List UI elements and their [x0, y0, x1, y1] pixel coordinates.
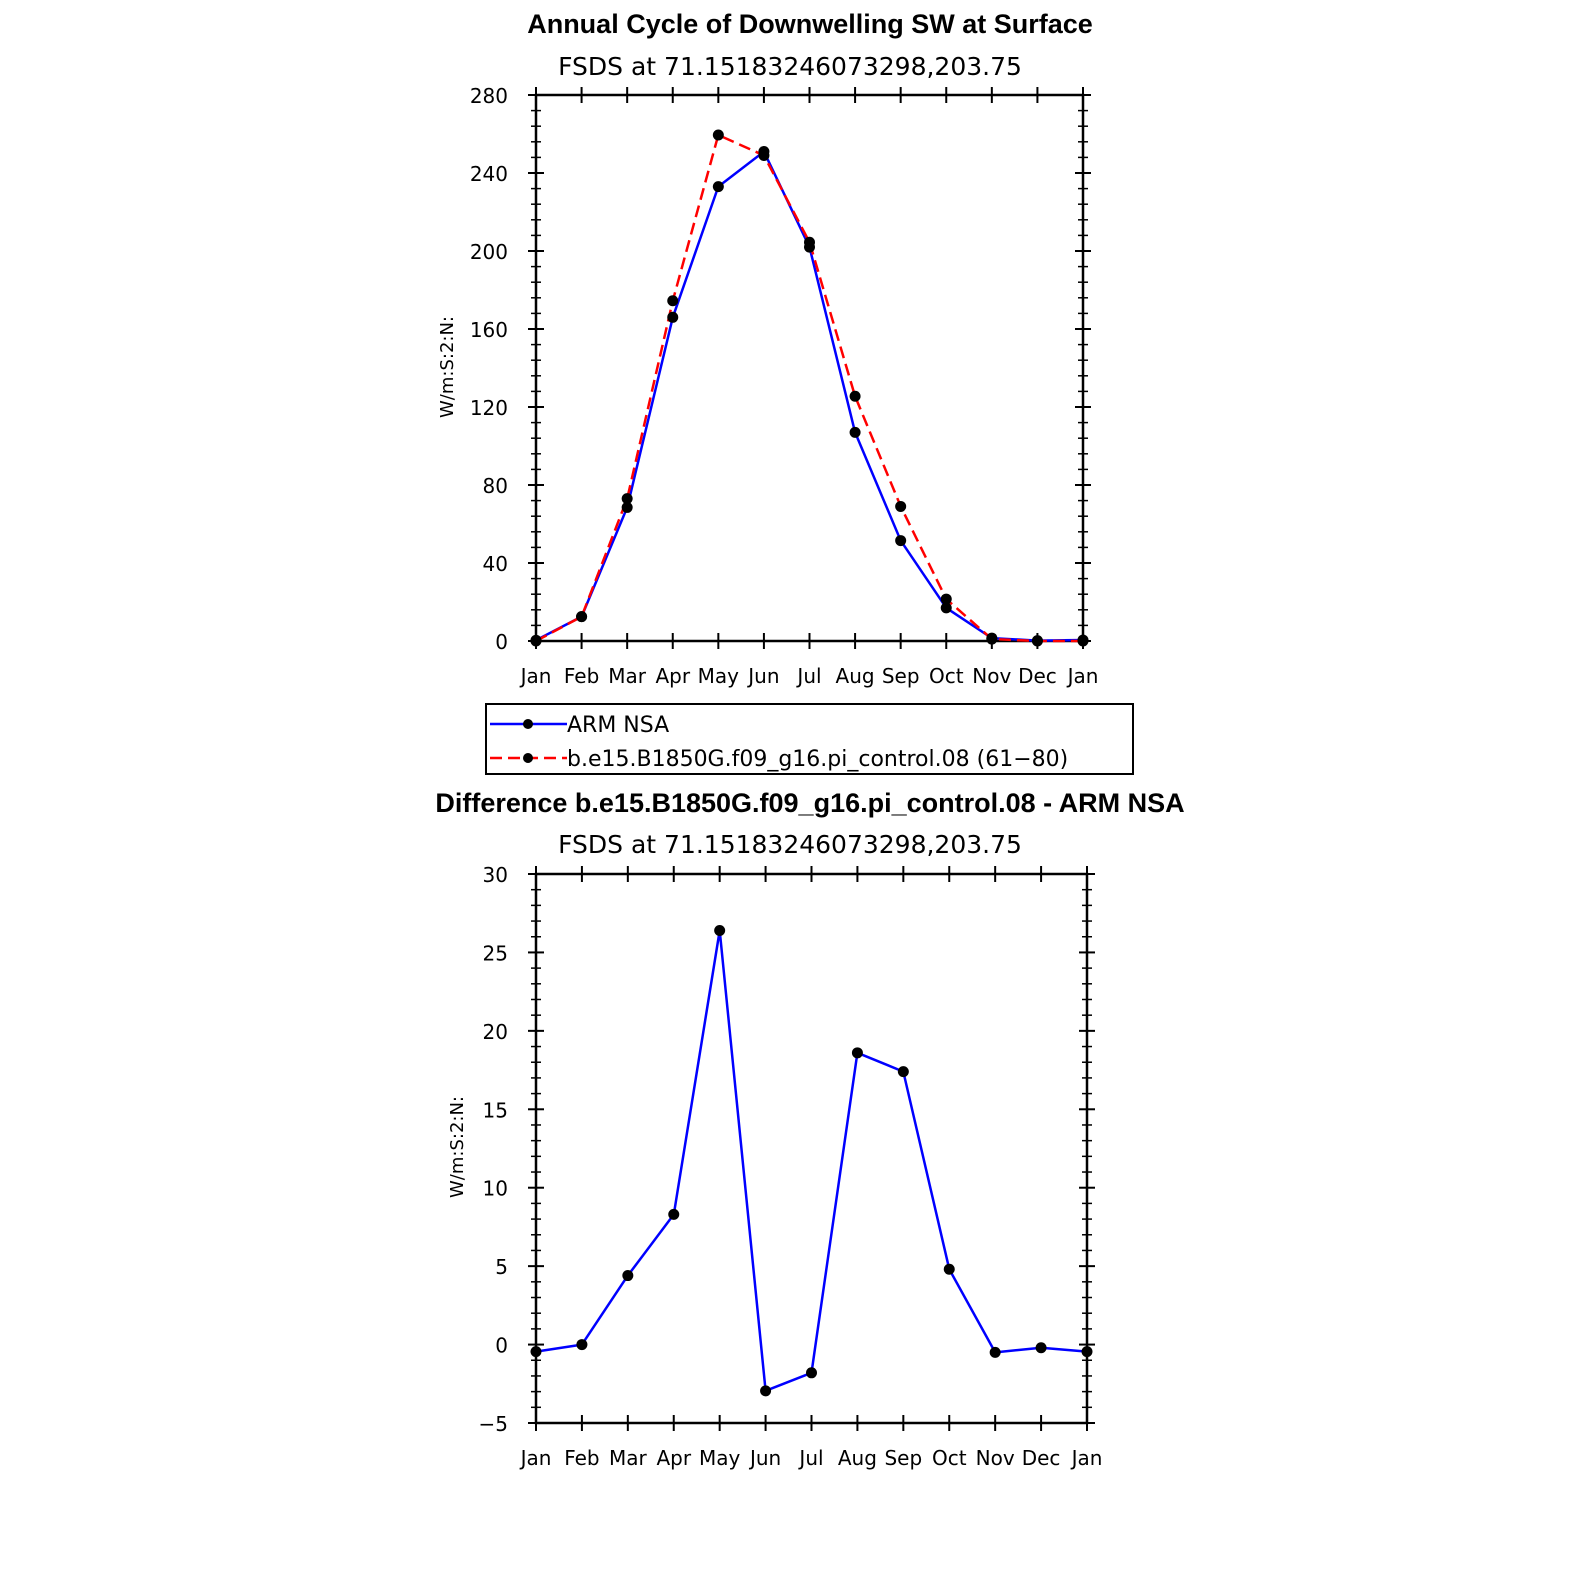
chart-2-x-tick-label: Oct — [932, 1446, 967, 1470]
chart-1-series-1-point — [576, 611, 588, 623]
chart-2-x-tick-label: Nov — [976, 1446, 1015, 1470]
chart-1-series-0-point — [712, 181, 724, 193]
chart-2-y-tick-label: −5 — [479, 1412, 508, 1436]
chart-1-series-1-point — [895, 500, 907, 512]
chart-2-series-0-point — [943, 1263, 955, 1275]
chart-1-series-1-point — [621, 493, 633, 505]
chart-1-y-tick-label: 120 — [470, 396, 508, 420]
chart-1-y-tick-label: 240 — [470, 162, 508, 186]
chart-2-y-axis-label: W/m:S:2:N: — [447, 1096, 468, 1198]
chart-1-y-tick-label: 0 — [495, 630, 508, 654]
chart-2-y-tick-label: 30 — [483, 863, 508, 887]
chart-2-series-0-point — [530, 1346, 542, 1358]
chart-2-plot: −5 0 5 10 15 20 25 30 Jan Feb Mar Apr May Jun Jul Aug Se… — [479, 863, 1103, 1470]
chart-2-x-tick-label: Jan — [519, 1446, 552, 1470]
chart-1-series-1-point — [1031, 635, 1043, 647]
chart-1-y-tick-label: 160 — [470, 318, 508, 342]
chart-2-title: Difference b.e15.B1850G.f09_g16.pi_contr… — [435, 788, 1184, 818]
chart-1-y-tick-label: 40 — [483, 552, 508, 576]
chart-1-series-1-point — [1077, 635, 1089, 647]
legend-label-model: b.e15.B1850G.f09_g16.pi_control.08 (61−8… — [567, 747, 1068, 772]
chart-1-y-axis-label: W/m:S:2:N: — [437, 316, 458, 418]
chart-2-frame — [534, 872, 1089, 1425]
chart-1-series-1-point — [940, 593, 952, 605]
chart-2-subtitle: FSDS at 71.15183246073298,203.75 — [558, 830, 1022, 859]
chart-1-series-1-point — [530, 635, 542, 647]
chart-1-x-tick-label: Mar — [608, 664, 647, 688]
chart-1-x-tick-label: Feb — [564, 664, 599, 688]
chart-1-x-tick-label: Apr — [655, 664, 690, 688]
chart-2-series-0-point — [897, 1066, 909, 1078]
chart-1-title: Annual Cycle of Downwelling SW at Surfac… — [527, 9, 1093, 39]
chart-1-x-tick-label: Jan — [1066, 664, 1099, 688]
chart-1-y-tick-label: 80 — [483, 474, 508, 498]
chart-2-series-0-point — [806, 1367, 817, 1379]
legend-marker-model — [523, 753, 533, 763]
chart-2-x-tick-label: Aug — [838, 1446, 877, 1470]
legend-box — [485, 703, 1134, 775]
chart-2-x-tick-label: Jan — [1070, 1446, 1103, 1470]
chart-2-series-0-point — [622, 1270, 634, 1282]
chart-1-series-1-point — [758, 149, 770, 161]
chart-2-x-tick-label: Feb — [564, 1446, 599, 1470]
chart-2-y-tick-label: 15 — [483, 1098, 508, 1122]
chart-2-series-0-point — [1035, 1342, 1047, 1354]
chart-1-x-tick-label: Sep — [882, 664, 920, 688]
chart-1-series-0-point — [940, 602, 952, 614]
chart-2-y-tick-label: 25 — [483, 941, 508, 965]
chart-2-x-tick-label: May — [699, 1446, 741, 1470]
chart-2-x-tick-label: Dec — [1022, 1446, 1061, 1470]
legend-marker-arm-nsa — [523, 719, 533, 729]
chart-1-y-tick-label: 200 — [470, 240, 508, 264]
chart-2-series-0-point — [714, 924, 726, 936]
chart-1-plot: 0 40 80 120 160 200 240 280 Jan Feb Mar Apr May Jun Ju… — [470, 84, 1099, 688]
chart-1-series-0-point — [667, 311, 679, 323]
chart-2-x-tick-label: Jul — [797, 1446, 823, 1470]
chart-1-series-1-point — [667, 295, 679, 307]
chart-1-series-1-point — [849, 390, 861, 402]
chart-1-series-0-point — [621, 501, 633, 513]
legend-label-arm-nsa: ARM NSA — [567, 713, 669, 738]
chart-2-series-0-point — [668, 1208, 680, 1220]
chart-1-subtitle: FSDS at 71.15183246073298,203.75 — [558, 52, 1022, 81]
chart-1-frame — [534, 93, 1085, 643]
chart-1-x-tick-label: Nov — [972, 664, 1011, 688]
chart-1-x-tick-label: Jun — [746, 664, 779, 688]
chart-1-x-tick-label: Oct — [929, 664, 964, 688]
chart-2-series-0-point — [576, 1339, 588, 1351]
chart-2-y-tick-label: 0 — [495, 1334, 508, 1358]
chart-2-x-tick-label: Apr — [656, 1446, 691, 1470]
chart-1-x-tick-label: Jul — [795, 664, 821, 688]
chart-1-series-0-line — [535, 150, 1084, 642]
chart-1-series-1-line — [535, 133, 1083, 643]
chart-2-series-0-point — [851, 1047, 863, 1059]
chart-1-series-0-point — [895, 535, 907, 547]
chart-2-x-tick-label: Jun — [748, 1446, 781, 1470]
chart-1-y-tick-label: 280 — [470, 84, 508, 108]
chart-2-series-0-line — [535, 929, 1088, 1393]
chart-2-y-tick-label: 5 — [495, 1255, 508, 1279]
chart-2-series-0-point — [760, 1385, 772, 1397]
chart-2-y-tick-label: 20 — [483, 1020, 508, 1044]
chart-2-x-tick-label: Mar — [609, 1446, 648, 1470]
chart-1-legend: ARM NSA b.e15.B1850G.f09_g16.pi_control.… — [485, 703, 1134, 775]
chart-1-series-0-point — [849, 426, 861, 438]
chart-1-series-1-point — [804, 236, 815, 248]
chart-1-x-tick-label: Aug — [836, 664, 875, 688]
chart-2-series-0-point — [1081, 1346, 1093, 1358]
chart-2-y-tick-label: 10 — [483, 1177, 508, 1201]
chart-1-series-1-point — [986, 633, 998, 645]
chart-1-x-tick-label: Jan — [519, 664, 552, 688]
chart-1-series-1-point — [712, 129, 724, 141]
chart-2-series-0-point — [989, 1346, 1001, 1358]
chart-1-x-tick-label: May — [698, 664, 740, 688]
chart-1-x-tick-label: Dec — [1018, 664, 1057, 688]
chart-2-x-tick-label: Sep — [884, 1446, 922, 1470]
